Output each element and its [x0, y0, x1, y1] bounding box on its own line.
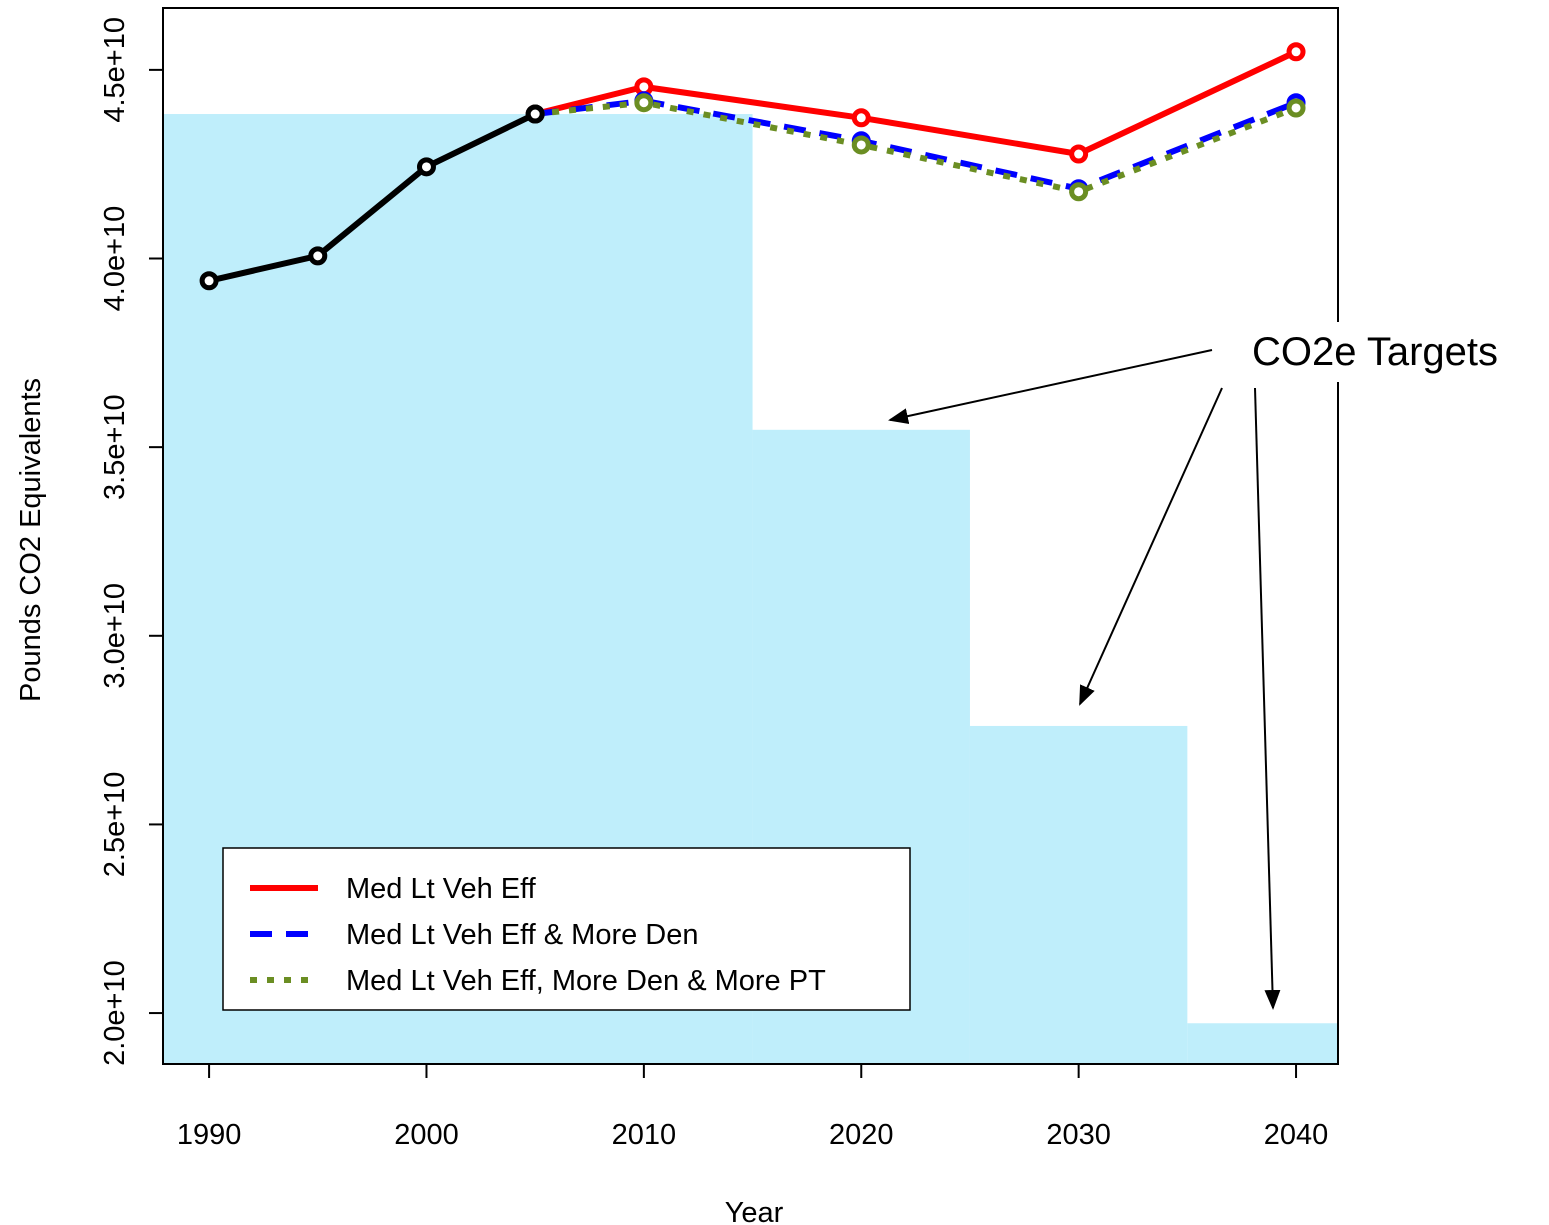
- x-tick-label: 2000: [394, 1119, 459, 1151]
- y-tick-label: 2.5e+10: [99, 772, 131, 878]
- data-point: [202, 274, 216, 288]
- data-point: [854, 111, 868, 125]
- x-tick-label: 2030: [1046, 1119, 1111, 1151]
- y-axis-label: Pounds CO2 Equivalents: [15, 378, 47, 702]
- target-area: [970, 726, 1187, 1064]
- arrow: [1080, 388, 1222, 704]
- y-tick-label: 3.5e+10: [99, 394, 131, 500]
- legend-label: Med Lt Veh Eff: [346, 873, 537, 905]
- legend: Med Lt Veh Eff Med Lt Veh Eff & More Den M…: [223, 848, 910, 1010]
- data-point: [1072, 185, 1086, 199]
- x-tick-label: 1990: [177, 1119, 242, 1151]
- x-axis-label: Year: [725, 1197, 784, 1225]
- x-tick-label: 2040: [1264, 1119, 1329, 1151]
- chart: Year Pounds CO2 Equivalents 2.0e+10 2.5e+…: [0, 0, 1549, 1225]
- legend-label: Med Lt Veh Eff & More Den: [346, 919, 699, 951]
- y-tick-label: 2.0e+10: [99, 960, 131, 1066]
- y-tick-label: 4.5e+10: [99, 17, 131, 123]
- legend-label: Med Lt Veh Eff, More Den & More PT: [346, 965, 826, 997]
- annotation: CO2e Targets: [1252, 330, 1498, 374]
- data-point: [637, 96, 651, 110]
- arrow: [1255, 388, 1273, 1008]
- data-point: [1289, 45, 1303, 59]
- arrow: [890, 350, 1212, 420]
- data-point: [528, 107, 542, 121]
- data-point: [1289, 101, 1303, 115]
- y-tick-label: 4.0e+10: [99, 206, 131, 312]
- x-tick-label: 2010: [612, 1119, 677, 1151]
- data-point: [1072, 147, 1086, 161]
- data-point: [419, 160, 433, 174]
- data-point: [311, 249, 325, 263]
- x-tick-label: 2020: [829, 1119, 894, 1151]
- target-area: [1187, 1023, 1338, 1064]
- data-point: [854, 138, 868, 152]
- y-tick-label: 3.0e+10: [99, 583, 131, 689]
